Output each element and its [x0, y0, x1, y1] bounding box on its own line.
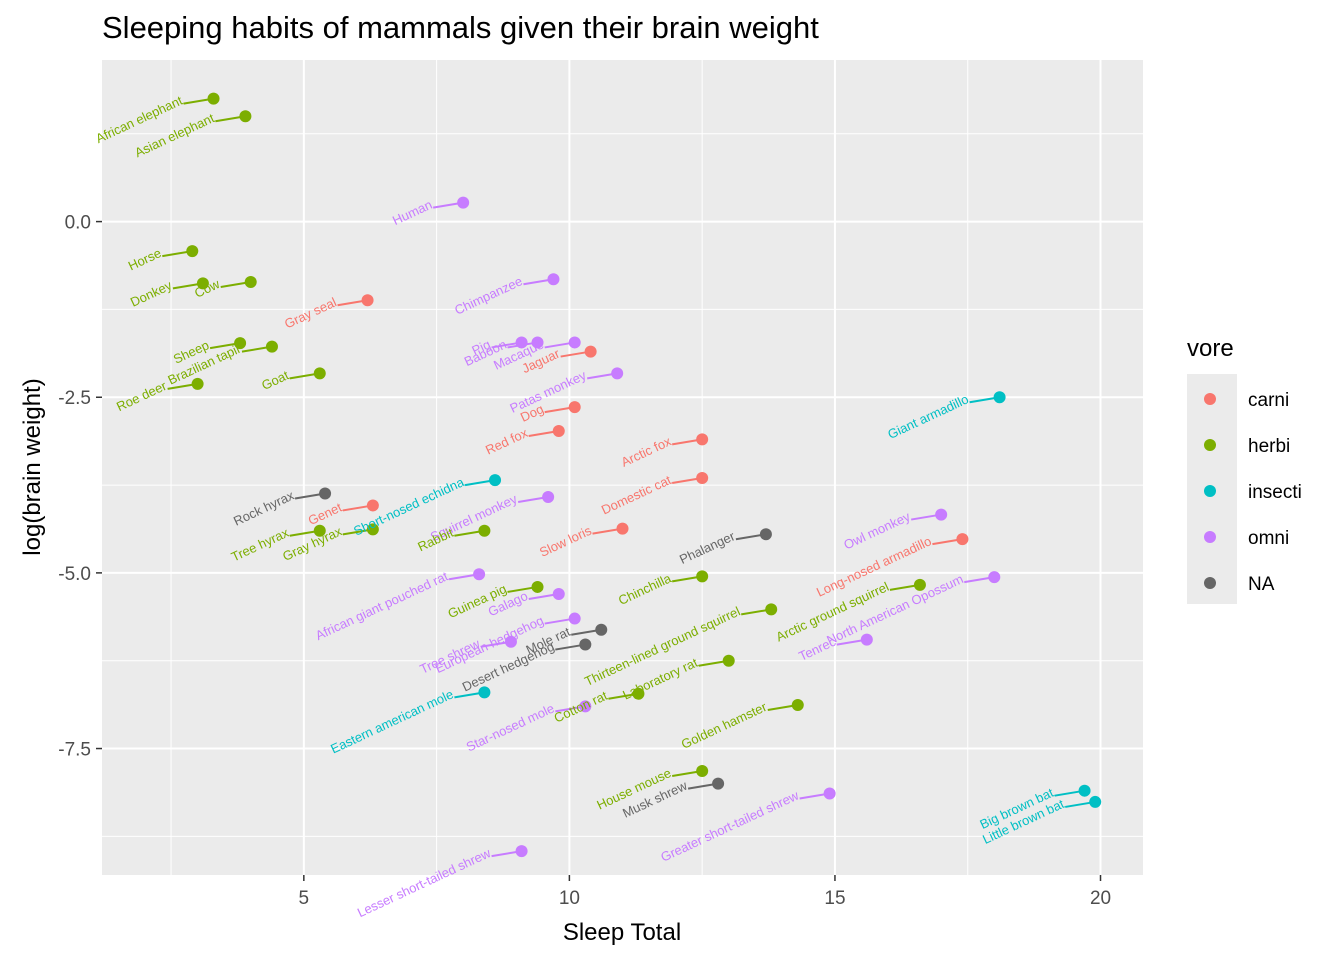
grid-minor — [102, 60, 1143, 875]
data-point — [696, 433, 709, 446]
legend: vore carni herbi insecti omni NA — [1187, 335, 1302, 604]
data-point — [1078, 784, 1091, 797]
data-point — [696, 570, 709, 583]
data-point — [552, 424, 565, 437]
legend-label: omni — [1248, 528, 1289, 549]
data-point — [207, 92, 220, 105]
data-point — [611, 367, 624, 380]
data-point — [823, 787, 836, 800]
point-label: Pig — [469, 337, 492, 359]
legend-label: carni — [1248, 390, 1289, 411]
data-point — [696, 472, 709, 485]
data-point — [579, 700, 592, 713]
data-point — [515, 845, 528, 858]
data-point — [478, 524, 491, 537]
data-point — [366, 499, 379, 512]
y-axis-ticks: 0.0 -2.5 -5.0 -7.5 — [58, 213, 102, 761]
x-tick-label: 20 — [1090, 888, 1111, 909]
data-point — [244, 276, 257, 289]
legend-key — [1204, 531, 1216, 543]
data-point — [584, 345, 597, 358]
data-point — [196, 277, 209, 290]
x-axis-ticks: 5 10 15 20 — [299, 875, 1111, 909]
grid-major — [102, 60, 1143, 875]
data-point — [759, 528, 772, 541]
y-axis-title: log(brain weight) — [19, 378, 46, 555]
data-point — [313, 524, 326, 537]
data-point — [489, 474, 502, 487]
data-point — [191, 377, 204, 390]
data-point — [988, 571, 1001, 584]
data-point — [765, 603, 778, 616]
data-point — [234, 337, 247, 350]
data-point — [531, 580, 544, 593]
data-point — [568, 612, 581, 625]
data-point — [542, 491, 555, 504]
data-point — [632, 687, 645, 700]
data-point — [313, 367, 326, 380]
data-point — [956, 533, 969, 546]
x-tick-label: 5 — [299, 888, 310, 909]
data-point — [361, 294, 374, 307]
data-point — [319, 487, 332, 500]
legend-key — [1204, 485, 1216, 497]
legend-label: herbi — [1248, 436, 1290, 457]
x-axis-title: Sleep Total — [563, 919, 681, 946]
data-point — [993, 391, 1006, 404]
data-point — [860, 633, 873, 646]
data-point — [595, 623, 608, 636]
data-point — [186, 245, 199, 258]
y-tick-label: -5.0 — [58, 564, 91, 585]
data-points — [186, 92, 1102, 858]
data-point — [515, 336, 528, 349]
data-point — [552, 587, 565, 600]
legend-key — [1204, 439, 1216, 451]
x-tick-label: 10 — [559, 888, 580, 909]
legend-key — [1204, 577, 1216, 589]
data-point — [722, 654, 735, 667]
data-point — [579, 638, 592, 651]
y-tick-label: -2.5 — [58, 388, 91, 409]
data-point — [913, 578, 926, 591]
y-tick-label: 0.0 — [65, 213, 91, 234]
legend-label: insecti — [1248, 482, 1302, 503]
data-point — [478, 686, 491, 699]
x-tick-label: 15 — [824, 888, 845, 909]
data-point — [547, 273, 560, 286]
data-point — [791, 698, 804, 711]
data-point — [531, 336, 544, 349]
legend-title: vore — [1187, 335, 1234, 362]
data-point — [366, 523, 379, 536]
data-point — [616, 522, 629, 535]
y-tick-label: -7.5 — [58, 740, 91, 761]
data-point — [568, 336, 581, 349]
data-point — [504, 635, 517, 648]
data-point — [457, 196, 470, 209]
data-point — [696, 765, 709, 778]
data-point — [935, 508, 948, 521]
plot-panel — [102, 60, 1143, 875]
data-point — [265, 340, 278, 353]
data-point — [473, 568, 486, 581]
data-point — [712, 777, 725, 790]
chart-title: Sleeping habits of mammals given their b… — [102, 10, 819, 45]
data-point — [1089, 795, 1102, 808]
legend-label: NA — [1248, 574, 1275, 595]
data-point — [239, 110, 252, 123]
data-point — [568, 401, 581, 414]
legend-key — [1204, 393, 1216, 405]
